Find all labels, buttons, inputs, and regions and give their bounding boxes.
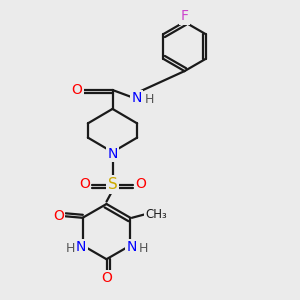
Text: O: O (79, 178, 90, 191)
Text: N: N (127, 240, 137, 254)
Text: N: N (107, 147, 118, 160)
Text: O: O (53, 209, 64, 223)
Text: N: N (131, 92, 142, 105)
Text: H: H (65, 242, 75, 256)
Text: S: S (108, 177, 117, 192)
Text: H: H (144, 93, 154, 106)
Text: O: O (101, 271, 112, 285)
Text: O: O (72, 83, 83, 97)
Text: N: N (76, 240, 86, 254)
Text: CH₃: CH₃ (145, 208, 167, 221)
Text: F: F (181, 10, 188, 23)
Text: O: O (135, 178, 146, 191)
Text: H: H (138, 242, 148, 256)
